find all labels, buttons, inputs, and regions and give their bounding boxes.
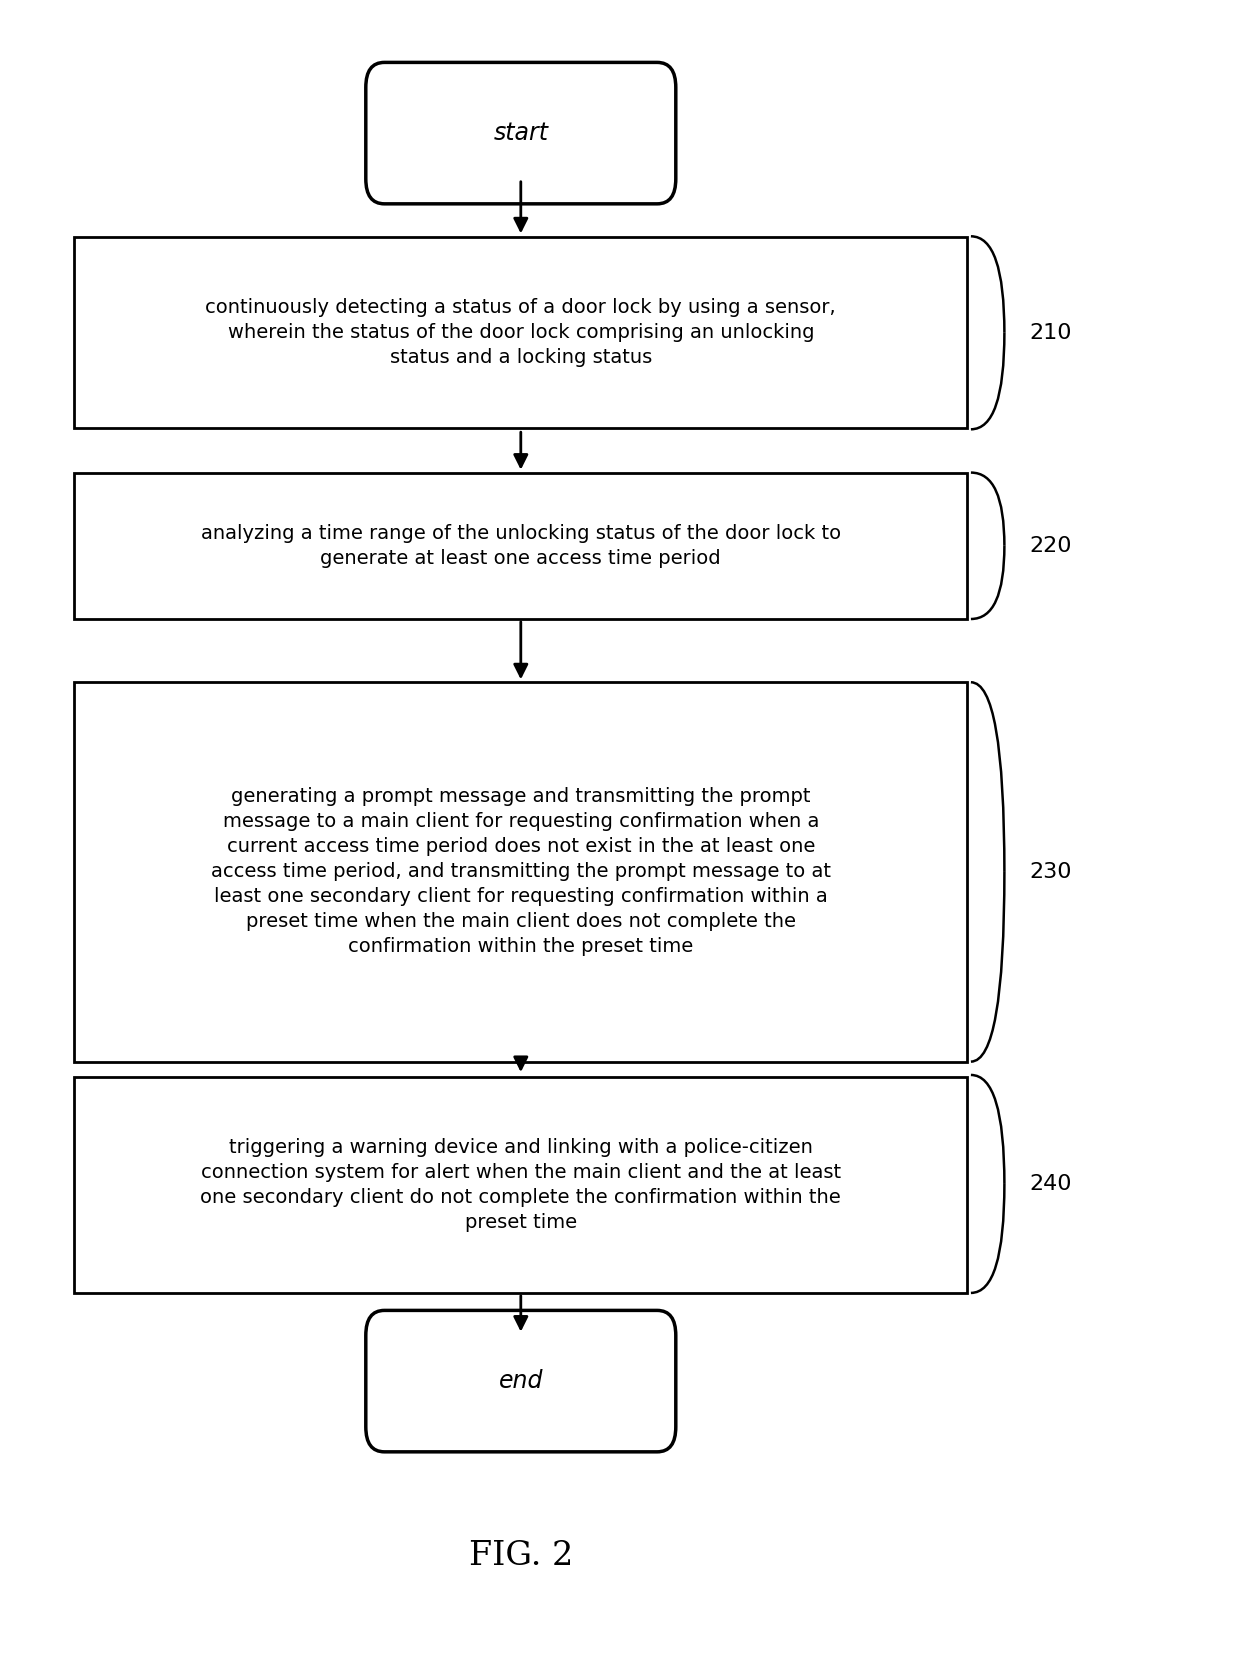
Text: 240: 240 — [1029, 1173, 1071, 1195]
Text: 210: 210 — [1029, 323, 1071, 343]
Text: end: end — [498, 1369, 543, 1393]
FancyBboxPatch shape — [366, 62, 676, 203]
FancyBboxPatch shape — [74, 473, 967, 619]
Text: FIG. 2: FIG. 2 — [469, 1539, 573, 1572]
Text: analyzing a time range of the unlocking status of the door lock to
generate at l: analyzing a time range of the unlocking … — [201, 524, 841, 567]
FancyBboxPatch shape — [366, 1311, 676, 1451]
Text: 220: 220 — [1029, 536, 1071, 556]
FancyBboxPatch shape — [74, 1077, 967, 1293]
Text: start: start — [494, 121, 548, 145]
Text: generating a prompt message and transmitting the prompt
message to a main client: generating a prompt message and transmit… — [211, 787, 831, 957]
FancyBboxPatch shape — [74, 236, 967, 428]
Text: continuously detecting a status of a door lock by using a sensor,
wherein the st: continuously detecting a status of a doo… — [206, 298, 836, 368]
FancyBboxPatch shape — [74, 682, 967, 1062]
Text: 230: 230 — [1029, 862, 1071, 882]
Text: triggering a warning device and linking with a police-citizen
connection system : triggering a warning device and linking … — [201, 1138, 841, 1231]
